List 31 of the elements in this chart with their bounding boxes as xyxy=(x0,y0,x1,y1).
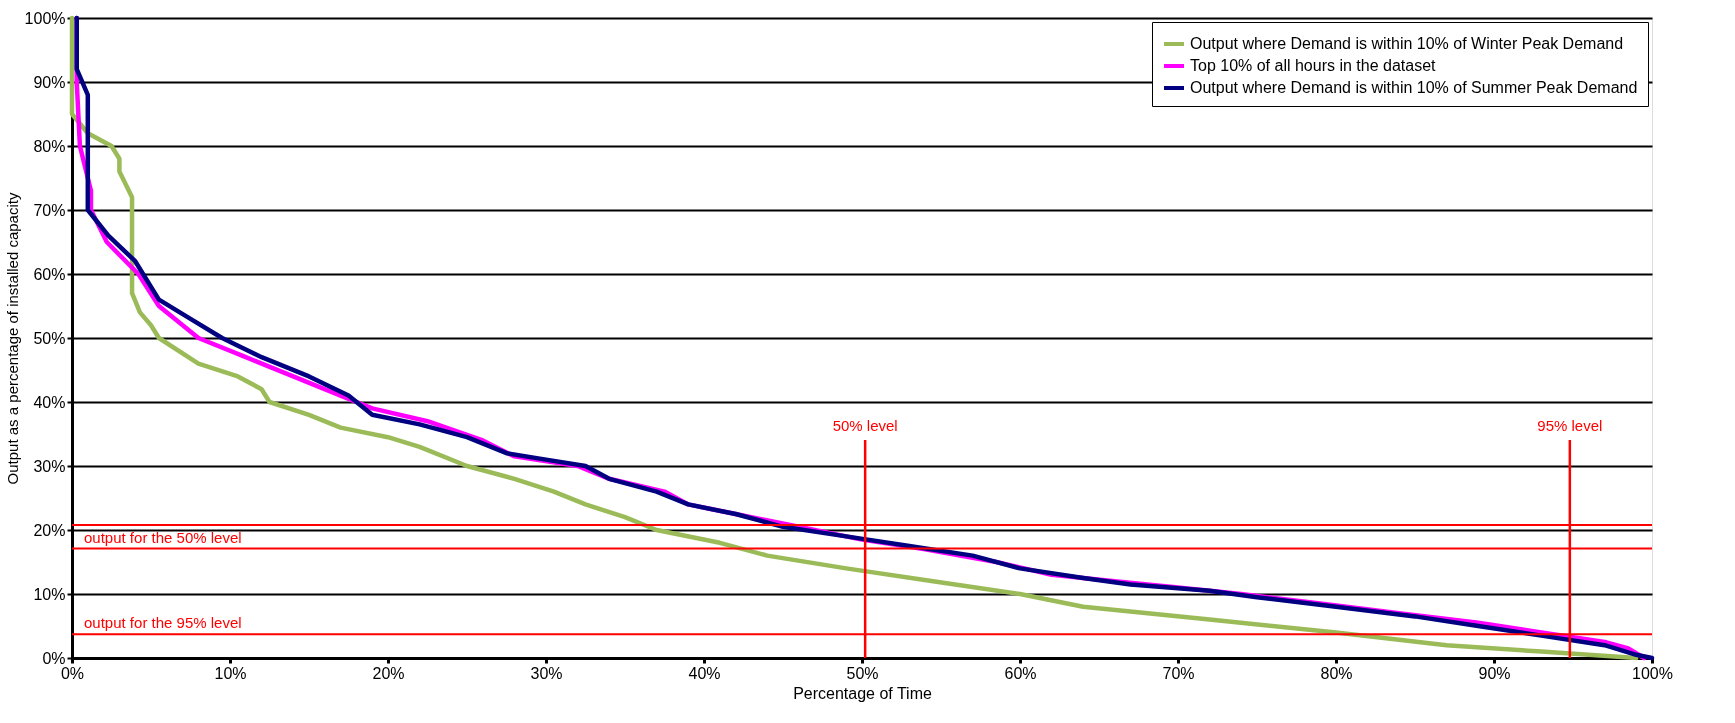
y-axis-title: Output as a percentage of installed capacity xyxy=(3,192,21,485)
y-tick-label: 70% xyxy=(33,201,66,219)
y-tick-label: 40% xyxy=(33,393,66,411)
y-tick-label: 30% xyxy=(33,457,66,475)
x-tick-label: 30% xyxy=(530,664,563,682)
ref-line-label: 50% level xyxy=(832,417,898,434)
y-tick-label: 60% xyxy=(33,265,66,283)
legend-label: Output where Demand is within 10% of Summer Peak Demand xyxy=(1190,79,1638,96)
x-tick-label: 80% xyxy=(1320,664,1353,682)
y-tick-label: 0% xyxy=(42,649,66,667)
x-tick-label: 100% xyxy=(1632,664,1673,682)
y-tick-label: 90% xyxy=(33,73,66,91)
x-tick-label: 0% xyxy=(60,664,85,682)
x-tick-label: 60% xyxy=(1004,664,1037,682)
legend-label: Top 10% of all hours in the dataset xyxy=(1190,57,1437,74)
ref-line-label: output for the 50% level xyxy=(84,528,242,546)
x-tick-label: 90% xyxy=(1478,664,1511,682)
x-tick-label: 20% xyxy=(372,664,405,682)
x-tick-label: 10% xyxy=(214,664,247,682)
x-axis-title: Percentage of Time xyxy=(793,684,932,702)
y-tick-label: 10% xyxy=(33,585,66,603)
y-tick-label: 80% xyxy=(33,137,66,155)
ref-line-label: 95% level xyxy=(1537,417,1603,434)
y-tick-label: 50% xyxy=(33,329,66,347)
y-tick-label: 20% xyxy=(33,521,66,539)
x-tick-label: 50% xyxy=(846,664,879,682)
legend-label: Output where Demand is within 10% of Winter Peak Demand xyxy=(1190,35,1624,52)
ref-line-label: output for the 95% level xyxy=(84,614,242,632)
x-tick-label: 70% xyxy=(1162,664,1195,682)
x-tick-label: 40% xyxy=(688,664,721,682)
y-tick-label: 100% xyxy=(24,9,66,27)
